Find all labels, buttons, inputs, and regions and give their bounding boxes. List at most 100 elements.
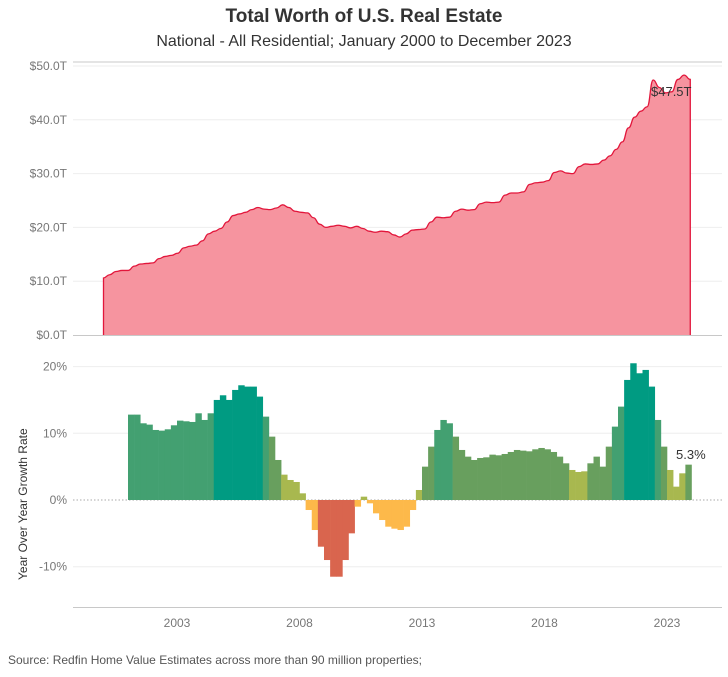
growth-bar	[599, 466, 607, 500]
growth-bar	[275, 459, 282, 500]
y-tick-label: 10%	[43, 426, 67, 440]
growth-bar	[226, 399, 233, 500]
growth-bar	[391, 500, 398, 529]
growth-bar	[170, 425, 178, 500]
growth-bar	[428, 446, 435, 500]
end-label-total-worth: $47.5T	[651, 84, 692, 99]
growth-bar	[373, 500, 380, 514]
growth-bar	[219, 395, 227, 500]
growth-bar	[207, 413, 215, 500]
growth-bar	[538, 447, 545, 500]
y-tick-label: $40.0T	[30, 113, 68, 127]
growth-bar	[397, 500, 404, 531]
growth-bar	[189, 421, 196, 500]
growth-bar	[354, 500, 362, 507]
growth-bar	[513, 449, 521, 500]
growth-bar	[311, 500, 319, 531]
growth-bar	[238, 385, 245, 500]
growth-bar	[562, 463, 570, 500]
y-tick-label: $30.0T	[30, 167, 68, 181]
growth-bar	[501, 453, 509, 500]
growth-bar	[440, 419, 447, 500]
y-tick-label: $10.0T	[30, 274, 68, 288]
chart-subtitle: National - All Residential; January 2000…	[156, 33, 572, 50]
growth-bar	[477, 457, 484, 500]
end-label-growth: 5.3%	[676, 447, 706, 462]
growth-bar	[324, 500, 331, 561]
growth-bar	[452, 436, 460, 500]
growth-bar	[299, 493, 306, 500]
total-worth-area	[103, 75, 691, 336]
growth-bar	[611, 426, 619, 500]
growth-bar	[458, 449, 466, 500]
chart-title: Total Worth of U.S. Real Estate	[225, 6, 503, 27]
y-tick-label: -10%	[39, 560, 67, 574]
growth-bar	[232, 389, 239, 500]
x-tick-label: 2018	[531, 616, 558, 630]
x-tick-label: 2013	[409, 616, 436, 630]
x-tick-label: 2023	[654, 616, 681, 630]
growth-bar	[262, 416, 270, 500]
growth-bar	[544, 449, 551, 500]
growth-bar	[532, 449, 539, 500]
y-tick-label: $0.0T	[36, 328, 67, 342]
growth-bar	[483, 457, 490, 500]
growth-bar	[183, 421, 190, 500]
growth-bar	[164, 429, 172, 500]
growth-bar	[526, 451, 533, 500]
growth-bar	[287, 479, 294, 500]
growth-bar	[489, 454, 496, 500]
growth-bar	[642, 369, 649, 500]
growth-bar	[128, 414, 135, 500]
growth-bar	[605, 446, 613, 500]
growth-bar	[403, 500, 411, 527]
growth-bar	[134, 414, 141, 500]
growth-bar	[556, 456, 564, 500]
growth-bar	[575, 471, 582, 500]
y-tick-label: 20%	[43, 360, 67, 374]
growth-bar	[330, 500, 337, 577]
y-tick-label: $20.0T	[30, 220, 68, 234]
growth-bar	[507, 451, 515, 500]
growth-bar	[630, 363, 637, 500]
growth-bar	[140, 423, 147, 500]
growth-bar	[520, 450, 527, 500]
x-tick-label: 2003	[164, 616, 191, 630]
growth-bar	[446, 423, 453, 500]
x-tick-label: 2008	[286, 616, 313, 630]
growth-bar	[305, 500, 313, 511]
growth-bar	[336, 500, 343, 577]
growth-bar	[201, 419, 208, 500]
growth-bar	[618, 406, 625, 500]
growth-bar	[569, 469, 576, 500]
growth-bar	[434, 429, 441, 500]
growth-bar	[268, 436, 276, 500]
y-tick-label: 0%	[50, 493, 68, 507]
growth-bar	[593, 456, 600, 500]
growth-bar	[281, 474, 288, 500]
growth-bar	[654, 419, 662, 500]
growth-bar	[256, 396, 264, 500]
growth-bar	[342, 500, 349, 561]
growth-bar	[495, 455, 502, 500]
growth-bar	[660, 446, 668, 500]
growth-bar	[422, 466, 429, 500]
growth-bar	[648, 386, 656, 500]
growth-bar	[213, 399, 221, 500]
growth-bar	[685, 464, 692, 500]
growth-bar	[415, 489, 423, 500]
growth-bar	[679, 473, 686, 500]
growth-bar	[152, 429, 159, 500]
growth-bar	[360, 496, 368, 500]
growth-bar	[673, 486, 680, 500]
growth-bar	[667, 469, 674, 500]
growth-bar	[636, 373, 643, 500]
growth-bar	[581, 471, 588, 500]
growth-bar	[409, 500, 417, 511]
source-note: Source: Redfin Home Value Estimates acro…	[8, 653, 422, 667]
growth-bar	[550, 451, 558, 500]
growth-bar	[348, 500, 355, 534]
growth-bar	[587, 463, 594, 500]
growth-bar	[177, 420, 184, 500]
